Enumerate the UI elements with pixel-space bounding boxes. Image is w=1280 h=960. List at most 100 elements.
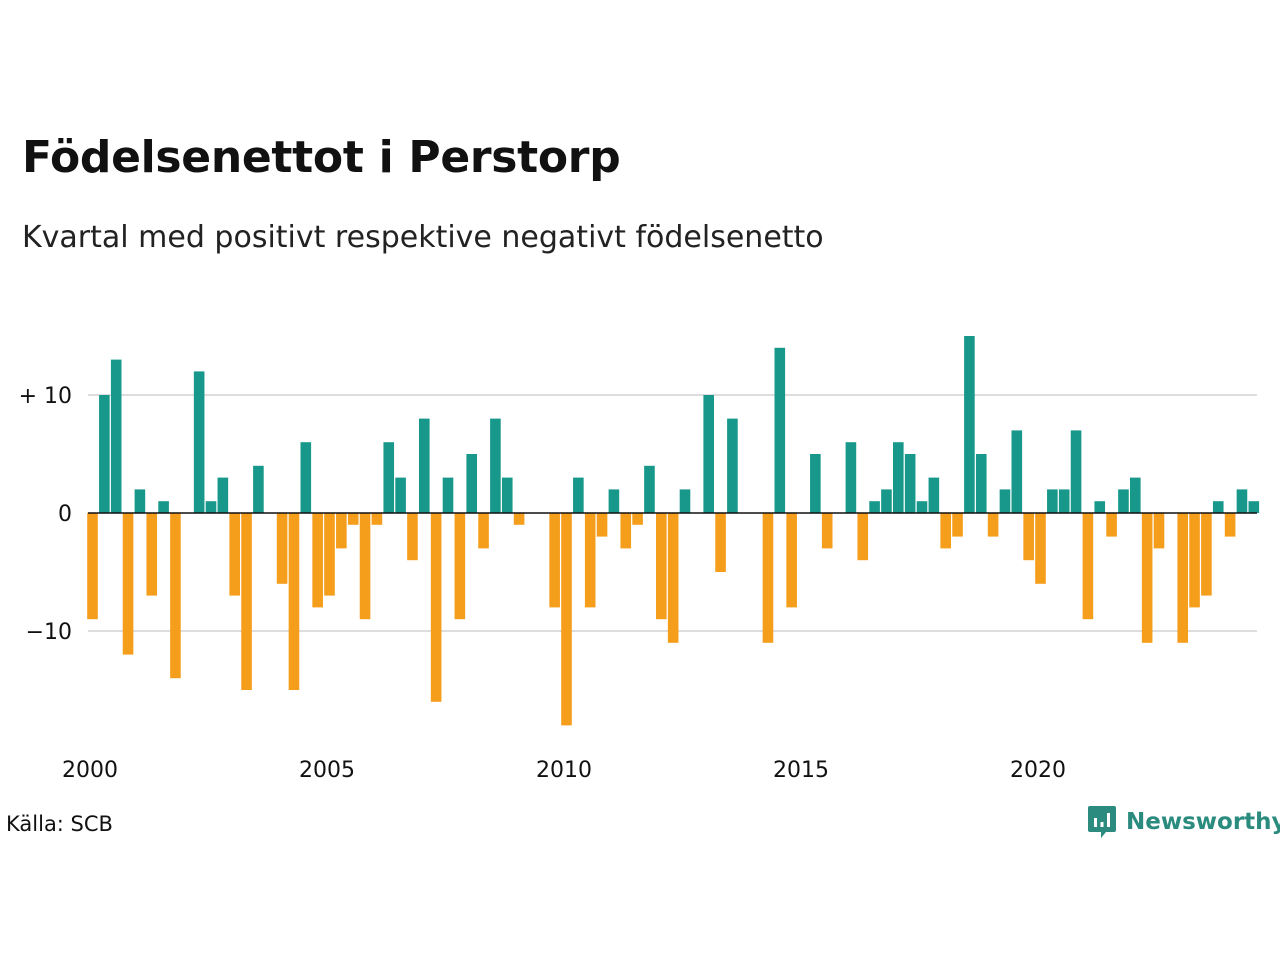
- bar: [1047, 489, 1058, 513]
- bar: [478, 513, 489, 549]
- bar: [1248, 501, 1260, 513]
- bar: [845, 442, 857, 513]
- bar: [999, 489, 1011, 513]
- bar: [1035, 513, 1046, 584]
- bar: [810, 454, 821, 513]
- bar: [904, 454, 916, 513]
- bar: [395, 477, 406, 513]
- bar: [1224, 513, 1236, 537]
- bar: [288, 513, 300, 690]
- bar: [383, 442, 395, 513]
- y-tick-label: 0: [58, 502, 72, 527]
- bar: [1201, 513, 1212, 596]
- x-tick-label: 2000: [62, 758, 118, 783]
- x-axis-tick-labels: 2000 2005 2010 2015 2020: [62, 758, 1066, 783]
- bar: [975, 454, 987, 513]
- brand-logo-link[interactable]: Newsworthy: [1088, 804, 1280, 840]
- bar: [573, 477, 584, 513]
- bar: [727, 418, 738, 513]
- bar: [987, 513, 999, 537]
- x-tick-label: 2015: [773, 758, 829, 783]
- bar-chart: + 10 0 −10 2000 2005 2010 2015 2020: [19, 336, 1260, 783]
- bar: [940, 513, 951, 549]
- bar: [99, 395, 110, 513]
- x-tick-label: 2005: [299, 758, 355, 783]
- newsworthy-logo-icon: [1088, 806, 1116, 838]
- bar: [122, 513, 134, 655]
- bar: [146, 513, 158, 596]
- bar: [869, 501, 880, 513]
- bar: [87, 513, 98, 620]
- bar: [229, 513, 240, 596]
- bar: [549, 513, 560, 608]
- bar: [1141, 513, 1153, 643]
- bar: [454, 513, 466, 620]
- bar: [300, 442, 312, 513]
- bar: [762, 513, 774, 643]
- bar: [916, 501, 928, 513]
- bars: [87, 336, 1260, 726]
- bar: [1153, 513, 1165, 549]
- chart-subtitle: Kvartal med positivt respektive negativt…: [22, 220, 824, 255]
- bar: [632, 513, 643, 525]
- bar: [419, 418, 430, 513]
- chart-title: Födelsenettot i Perstorp: [22, 132, 621, 183]
- bar: [359, 513, 371, 620]
- bar: [276, 513, 288, 584]
- bar: [821, 513, 833, 549]
- bar: [324, 513, 335, 596]
- bar: [786, 513, 797, 608]
- bar: [656, 513, 667, 620]
- bar: [1011, 430, 1023, 513]
- bar: [1106, 513, 1117, 537]
- bar: [1189, 513, 1200, 608]
- bar: [253, 465, 264, 513]
- bar: [679, 489, 691, 513]
- bar: [205, 501, 217, 513]
- bar: [134, 489, 146, 513]
- bar: [608, 489, 620, 513]
- bar: [644, 465, 655, 513]
- bar: [513, 513, 525, 525]
- bar: [964, 336, 975, 513]
- bar: [1236, 489, 1248, 513]
- bar: [1118, 489, 1129, 513]
- bar: [371, 513, 383, 525]
- bar: [241, 513, 252, 690]
- bar: [466, 454, 477, 513]
- bar: [857, 513, 869, 561]
- bar: [1094, 501, 1106, 513]
- y-tick-label: + 10: [19, 384, 72, 409]
- x-tick-label: 2010: [536, 758, 592, 783]
- bar: [881, 489, 892, 513]
- bar: [170, 513, 181, 679]
- bar: [110, 359, 122, 513]
- bar: [347, 513, 359, 525]
- bar: [193, 371, 205, 513]
- bar: [407, 513, 418, 561]
- bar: [1212, 501, 1224, 513]
- bar: [715, 513, 726, 572]
- bar: [667, 513, 679, 643]
- bar: [1058, 489, 1070, 513]
- x-tick-label: 2020: [1010, 758, 1066, 783]
- bar: [620, 513, 632, 549]
- source-credit: Källa: SCB: [6, 812, 113, 836]
- bar: [442, 477, 454, 513]
- y-tick-label: −10: [26, 620, 72, 645]
- bar: [490, 418, 501, 513]
- bar: [774, 347, 786, 513]
- bar: [893, 442, 904, 513]
- bar: [928, 477, 940, 513]
- bar: [217, 477, 229, 513]
- bar: [336, 513, 347, 549]
- bar: [430, 513, 442, 702]
- bar: [1082, 513, 1094, 620]
- bar: [158, 501, 169, 513]
- bar: [584, 513, 596, 608]
- bar: [703, 395, 714, 513]
- y-axis-tick-labels: + 10 0 −10: [19, 384, 72, 645]
- bar: [501, 477, 513, 513]
- bar: [1130, 477, 1141, 513]
- bar: [952, 513, 963, 537]
